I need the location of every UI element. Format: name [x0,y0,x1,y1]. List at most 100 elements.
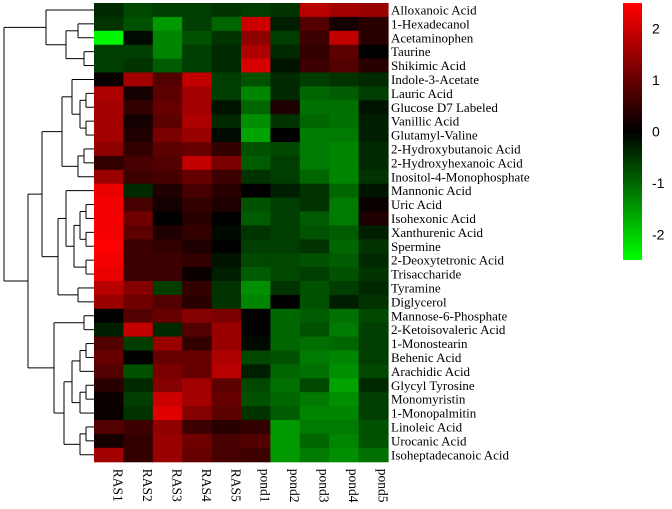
heatmap-cell [123,406,154,421]
heatmap-cell [94,16,124,32]
heatmap-cell [299,406,330,421]
heatmap-cell [123,322,154,338]
heatmap-cell [211,308,242,324]
row-label: Uric Acid [391,197,442,212]
heatmap-cell [182,239,213,254]
heatmap-cell [329,281,360,296]
heatmap-cell [329,239,360,254]
heatmap-cell [358,420,389,435]
heatmap-cell [241,406,271,421]
heatmap-cell [182,197,213,213]
heatmap-cell [270,350,301,365]
heatmap-cell [241,378,271,393]
heatmap-cell [299,58,330,74]
heatmap-cell [123,267,154,282]
heatmap-cell [123,447,154,463]
row-label: Spermine [391,239,441,254]
row-label: 1-Monostearin [391,336,468,351]
heatmap-cells [94,3,389,463]
heatmap-cell [358,100,389,115]
heatmap-cell [211,183,242,199]
heatmap-cell [358,294,389,310]
heatmap-cell [211,350,242,365]
heatmap-cell [152,420,183,435]
heatmap-cell [94,294,124,310]
row-dendrogram [3,9,94,456]
heatmap-cell [358,225,389,240]
heatmap-cell [329,294,360,310]
heatmap-cell [358,350,389,365]
row-label: Tyramine [391,280,441,295]
heatmap-cell [94,322,124,338]
heatmap-cell [329,364,360,379]
heatmap-cell [299,197,330,213]
heatmap-cell [211,16,242,32]
column-labels: RAS1 RAS2 RAS3 RAS4 RAS5 pond1 pond2 pond3 pond4… [111,469,391,503]
heatmap-cell [241,72,271,87]
heatmap-cell [358,72,389,87]
row-label: Lauric Acid [391,86,453,101]
heatmap-cell [270,239,301,254]
heatmap-cell [123,225,154,240]
heatmap-cell [94,155,124,171]
heatmap-cell [152,58,183,74]
heatmap-cell [241,281,271,296]
heatmap-cell [94,253,124,268]
heatmap-cell [152,155,183,171]
heatmap-cell [94,44,124,60]
heatmap-cell [329,16,360,32]
heatmap-cell [152,281,183,296]
heatmap-cell [123,281,154,296]
heatmap-cell [358,16,389,32]
row-label: Glutamyl-Valine [391,128,478,143]
heatmap-cell [299,155,330,171]
heatmap-cell [270,169,301,185]
heatmap-cell [358,44,389,60]
heatmap-cell [182,155,213,171]
heatmap-cell [94,420,124,435]
heatmap-cell [358,433,389,449]
heatmap-cell [270,225,301,240]
heatmap-cell [123,420,154,435]
heatmap-cell [299,100,330,115]
heatmap-cell [211,142,242,157]
heatmap-cell [270,420,301,435]
heatmap-cell [152,447,183,463]
heatmap-cell [152,225,183,240]
heatmap-cell [358,128,389,143]
heatmap-cell [358,308,389,324]
heatmap-cell [94,433,124,449]
heatmap-cell [152,211,183,226]
heatmap-cell [241,142,271,157]
heatmap-cell [299,267,330,282]
heatmap-cell [241,294,271,310]
row-label: Vanillic Acid [391,114,460,129]
heatmap-cell [299,350,330,365]
heatmap-cell [211,211,242,226]
heatmap-cell [329,142,360,157]
heatmap-cell [270,433,301,449]
heatmap-cell [182,406,213,421]
heatmap-cell [152,336,183,352]
heatmap-cell [299,128,330,143]
heatmap-cell [182,350,213,365]
heatmap-cell [241,267,271,282]
heatmap-cell [358,86,389,101]
heatmap-cell [211,169,242,185]
heatmap-cell [211,336,242,352]
heatmap-cell [241,308,271,324]
heatmap-cell [270,447,301,463]
row-label: Mannose-6-Phosphate [391,308,507,323]
heatmap-cell [94,364,124,379]
heatmap-cell [270,392,301,407]
heatmap-cell [270,336,301,352]
column-label: RAS2 [140,469,155,502]
heatmap-cell [182,30,213,46]
heatmap-cell [152,433,183,449]
heatmap-cell [94,350,124,365]
heatmap-cell [358,142,389,157]
legend-tick-label: -1 [652,175,665,191]
heatmap-cell [182,308,213,324]
heatmap-cell [299,281,330,296]
heatmap-cell [94,336,124,352]
